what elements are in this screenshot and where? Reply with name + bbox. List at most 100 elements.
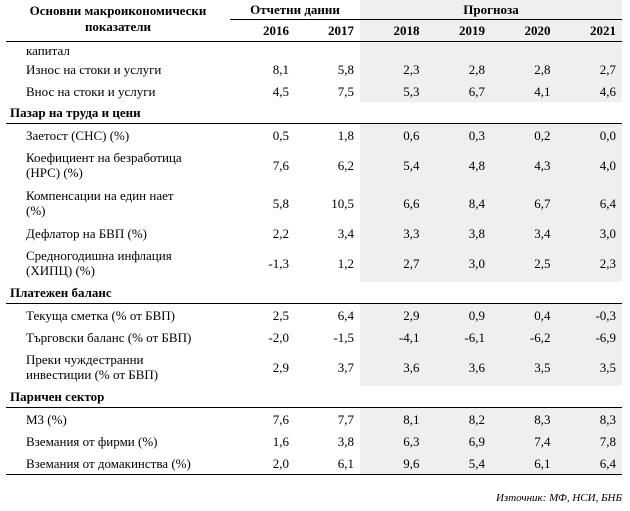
source-note: Източник: МФ, НСИ, БНБ xyxy=(495,492,622,504)
forecast-header: Прогноза xyxy=(360,0,623,20)
value-cell: 8,2 xyxy=(425,407,492,430)
value-cell: 7,5 xyxy=(337,83,355,99)
macro-indicators-table: Основни макроикономически показатели Отч… xyxy=(6,0,623,475)
value-cell: 3,0 xyxy=(556,222,623,244)
value-cell: 6,4 xyxy=(556,452,623,475)
value-cell: 6,7 xyxy=(425,80,492,102)
row-label: Текуща сметка (% от БВП) xyxy=(26,307,175,323)
value-cell: 0,4 xyxy=(491,303,557,326)
row-label: Компенсации на един нает (%) xyxy=(26,188,174,218)
value-cell: 5,4 xyxy=(360,146,426,184)
value-cell: 3,0 xyxy=(425,244,492,282)
value-cell: 4,0 xyxy=(556,146,623,184)
value-cell: 2,8 xyxy=(491,58,557,80)
value-cell: -0,3 xyxy=(556,303,623,326)
value-cell: 5,3 xyxy=(360,80,426,102)
row-label: капитал xyxy=(26,43,70,58)
table-row: Вземания от домакинства (%) 2,0 6,1 9,6 … xyxy=(6,452,623,475)
value-cell: 2,0 xyxy=(230,452,295,475)
value-cell: 6,4 xyxy=(337,307,355,323)
value-cell: 3,4 xyxy=(337,225,355,241)
value-cell: 0,3 xyxy=(425,123,492,146)
value-cell: 4,8 xyxy=(425,146,492,184)
value-cell: 4,3 xyxy=(491,146,557,184)
value-cell: 6,4 xyxy=(556,184,623,222)
value-cell: 1,8 xyxy=(337,127,355,143)
year-header: 2017 xyxy=(295,19,361,42)
table-row: Износ на стоки и услуги 8,1 5,8 2,3 2,8 … xyxy=(6,58,623,80)
value-cell: 2,5 xyxy=(491,244,557,282)
table-row: М3 (%) 7,6 7,7 8,1 8,2 8,3 8,3 xyxy=(6,407,623,430)
section-row: Платежен баланс xyxy=(6,282,623,304)
value-cell: 0,5 xyxy=(272,127,289,143)
section-row: Пазар на труда и цени xyxy=(6,102,623,124)
value-cell: 3,5 xyxy=(491,348,557,386)
table-row: Коефициент на безработица (НРС) (%) 7,6 6… xyxy=(6,146,623,184)
row-label: Средногодишна инфлация (ХИПЦ) (%) xyxy=(26,248,172,278)
row-label: Вземания от домакинства (%) xyxy=(6,452,230,475)
value-cell: 8,1 xyxy=(360,407,426,430)
year-header: 2018 xyxy=(360,19,426,42)
section-row: Паричен сектор xyxy=(6,386,623,408)
table-row: капитал xyxy=(6,41,623,58)
row-label: Коефициент на безработица (НРС) (%) xyxy=(26,150,182,180)
value-cell: 4,5 xyxy=(272,83,289,99)
section-title-monetary: Паричен сектор xyxy=(6,386,623,408)
value-cell: 6,6 xyxy=(360,184,426,222)
value-cell: 0,9 xyxy=(425,303,492,326)
table-row: Преки чуждестранни инвестиции (% от БВП) … xyxy=(6,348,623,386)
table-row: Дефлатор на БВП (%) 2,2 3,4 3,3 3,8 3,4 … xyxy=(6,222,623,244)
row-label: Дефлатор на БВП (%) xyxy=(26,225,147,241)
value-cell: -2,0 xyxy=(268,329,289,345)
table-row: Текуща сметка (% от БВП) 2,5 6,4 2,9 0,9… xyxy=(6,303,623,326)
value-cell: 6,7 xyxy=(491,184,557,222)
value-cell: 2,7 xyxy=(556,58,623,80)
table-row: Вземания от фирми (%) 1,6 3,8 6,3 6,9 7,… xyxy=(6,430,623,452)
value-cell: 9,6 xyxy=(360,452,426,475)
table-row: Заетост (СНС) (%) 0,5 1,8 0,6 0,3 0,2 0,… xyxy=(6,123,623,146)
year-header: 2020 xyxy=(491,19,557,42)
value-cell: -6,1 xyxy=(425,326,492,348)
value-cell: 6,9 xyxy=(425,430,492,452)
value-cell: 2,3 xyxy=(360,58,426,80)
value-cell: 6,3 xyxy=(360,430,426,452)
value-cell: 6,1 xyxy=(491,452,557,475)
value-cell: 10,5 xyxy=(331,195,355,211)
table-row: Внос на стоки и услуги 4,5 7,5 5,3 6,7 4… xyxy=(6,80,623,102)
year-header: 2021 xyxy=(556,19,623,42)
value-cell: 0,2 xyxy=(491,123,557,146)
header-row-groups: Основни макроикономически показатели Отч… xyxy=(6,0,623,42)
value-cell: -1,3 xyxy=(268,255,289,271)
value-cell: 0,6 xyxy=(360,123,426,146)
section-title-bop: Платежен баланс xyxy=(6,282,623,304)
row-label: Вземания от фирми (%) xyxy=(26,433,158,449)
value-cell: 3,5 xyxy=(556,348,623,386)
value-cell: -6,2 xyxy=(491,326,557,348)
value-cell: 7,6 xyxy=(272,411,289,427)
year-header: 2019 xyxy=(425,19,492,42)
table-row: Търговски баланс (% от БВП) -2,0 -1,5 -4… xyxy=(6,326,623,348)
row-label: Търговски баланс (% от БВП) xyxy=(26,329,192,345)
value-cell: 8,1 xyxy=(272,61,289,77)
value-cell: 5,8 xyxy=(272,195,289,211)
value-cell: 4,6 xyxy=(556,80,623,102)
value-cell: 2,9 xyxy=(360,303,426,326)
value-cell: 6,1 xyxy=(295,452,361,475)
row-label: Износ на стоки и услуги xyxy=(26,61,162,77)
value-cell: -4,1 xyxy=(360,326,426,348)
row-label: Заетост (СНС) (%) xyxy=(26,127,130,143)
value-cell: 2,8 xyxy=(425,58,492,80)
value-cell: 3,7 xyxy=(337,359,355,375)
value-cell: 7,7 xyxy=(337,411,355,427)
value-cell: 4,1 xyxy=(491,80,557,102)
table-row: Средногодишна инфлация (ХИПЦ) (%) -1,3 1,… xyxy=(6,244,623,282)
value-cell: 7,6 xyxy=(272,157,289,173)
value-cell: 2,5 xyxy=(272,307,289,323)
value-cell: 7,8 xyxy=(556,430,623,452)
value-cell: 2,2 xyxy=(272,225,289,241)
value-cell: 7,4 xyxy=(491,430,557,452)
row-label: Внос на стоки и услуги xyxy=(26,83,156,99)
value-cell: 6,2 xyxy=(337,157,355,173)
value-cell: 5,8 xyxy=(337,61,355,77)
value-cell: 3,8 xyxy=(425,222,492,244)
